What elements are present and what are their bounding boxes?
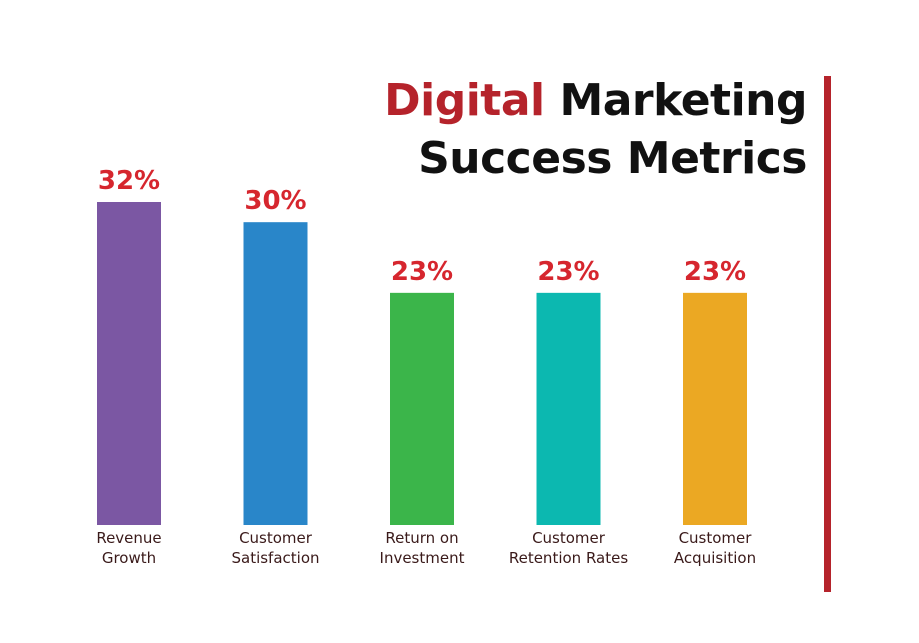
category-label-return-on-investment: Return on Investment (380, 529, 465, 567)
category-label-customer-satisfaction: Customer Satisfaction (231, 529, 319, 567)
category-label-customer-retention-rates: Customer Retention Rates (509, 529, 628, 567)
bars-group: 32% Revenue Growth 30% Customer Satisfaction 2… (96, 166, 756, 567)
title-accent-word: Digital (384, 75, 545, 126)
value-label-customer-acquisition: 23% (684, 257, 746, 287)
category-label-revenue-growth: Revenue Growth (96, 529, 161, 567)
value-label-return-on-investment: 23% (391, 257, 453, 287)
bar-customer-satisfaction (243, 222, 308, 525)
title-line2: Success Metrics (418, 133, 807, 184)
bar-customer-acquisition (683, 292, 747, 525)
value-label-revenue-growth: 32% (98, 166, 160, 196)
chart-title: Digital Marketing Success Metrics (384, 72, 807, 188)
value-label-customer-satisfaction: 30% (244, 186, 306, 216)
bar-return-on-investment (390, 292, 454, 525)
title-line1-rest: Marketing (559, 75, 807, 126)
category-label-customer-acquisition: Customer Acquisition (674, 529, 756, 567)
bar-revenue-growth (97, 202, 161, 525)
value-label-customer-retention-rates: 23% (537, 257, 599, 287)
vertical-divider (824, 76, 831, 592)
bar-customer-retention-rates (536, 292, 601, 525)
